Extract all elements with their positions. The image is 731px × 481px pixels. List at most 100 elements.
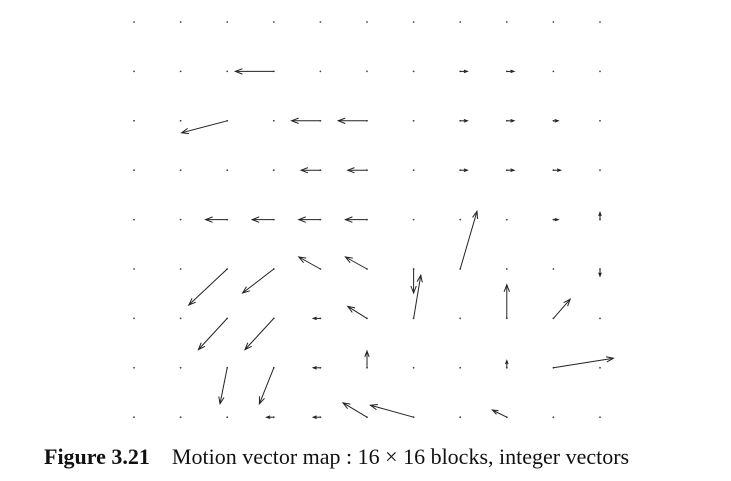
motion-vector-arrow — [553, 356, 615, 369]
motion-vector-arrow — [258, 367, 275, 406]
grid-dot — [133, 119, 135, 122]
motion-vector-arrow — [598, 269, 602, 278]
motion-vector-arrow — [344, 216, 367, 223]
grid-dot — [133, 268, 135, 270]
grid-dot — [599, 366, 601, 369]
motion-vector-arrow — [460, 69, 469, 74]
motion-vector-arrow — [250, 216, 274, 223]
motion-vector-arrow — [460, 119, 469, 123]
motion-vector-arrow — [187, 268, 228, 306]
motion-vector-arrow — [413, 273, 423, 319]
grid-dot — [272, 119, 275, 122]
grid-dot — [133, 218, 135, 221]
grid-dot — [133, 366, 135, 369]
grid-dot — [133, 21, 135, 23]
grid-dot — [552, 70, 555, 73]
motion-vector-arrow — [197, 318, 228, 351]
motion-vector-arrow — [234, 68, 274, 75]
grid-dot — [552, 268, 555, 270]
grid-dot — [412, 169, 415, 172]
grid-dot — [599, 169, 601, 172]
motion-vector-arrow — [553, 217, 560, 222]
grid-dot — [412, 119, 415, 122]
grid-dot — [505, 268, 508, 270]
grid-dot — [319, 21, 322, 23]
motion-vector-arrow — [506, 69, 516, 74]
motion-vector-arrow — [311, 415, 321, 419]
motion-vector-arrow — [311, 366, 321, 370]
grid-dot — [179, 366, 182, 369]
grid-dot — [505, 21, 508, 23]
grid-dot — [412, 70, 415, 73]
figure-label: Figure 3.21 — [44, 444, 150, 469]
grid-dot — [179, 317, 182, 320]
motion-vector-arrow — [204, 216, 228, 223]
grid-dot — [179, 21, 182, 23]
grid-dot — [599, 416, 601, 419]
grid-dot — [179, 218, 182, 221]
motion-vector-arrow — [503, 283, 510, 319]
grid-dot — [133, 317, 135, 320]
grid-dot — [226, 169, 229, 172]
motion-vector-arrow — [311, 316, 321, 321]
motion-vector-arrow — [364, 349, 370, 368]
motion-vector-arrow — [297, 256, 321, 270]
motion-vector-arrow — [299, 167, 321, 174]
grid-dot — [133, 169, 135, 172]
motion-vector-arrow — [341, 402, 368, 418]
grid-dot — [599, 70, 601, 73]
motion-vector-arrow — [505, 359, 509, 368]
motion-vector-arrow — [553, 119, 560, 123]
motion-vector-arrow — [290, 117, 321, 124]
grid-dot — [179, 119, 182, 122]
grid-dot — [552, 21, 555, 23]
motion-vector-arrow — [265, 415, 274, 419]
grid-dot — [226, 21, 229, 23]
motion-vector-arrow — [598, 210, 602, 220]
grid-dot — [505, 218, 508, 221]
grid-dot — [459, 366, 462, 369]
motion-vector-arrow — [553, 168, 563, 172]
motion-vector-arrow — [180, 120, 228, 135]
grid-dot — [412, 218, 415, 221]
motion-vector-arrow — [344, 256, 368, 270]
grid-dot — [412, 21, 415, 23]
grid-dot — [226, 416, 229, 419]
motion-vector-arrow — [297, 216, 321, 223]
grid-dot — [599, 119, 601, 122]
grid-dot — [179, 70, 182, 73]
motion-vector-arrow — [506, 119, 516, 123]
grid-dot — [179, 169, 182, 172]
grid-dot — [319, 70, 322, 73]
grid-dot — [226, 70, 229, 73]
motion-vector-arrow — [553, 298, 572, 319]
grid-dot — [552, 416, 555, 419]
grid-dot — [179, 268, 182, 270]
caption-text: Motion vector map : 16 × 16 blocks, inte… — [171, 444, 630, 469]
motion-vector-arrow — [336, 117, 367, 124]
motion-vector-arrow — [369, 404, 414, 418]
motion-vector-arrow — [218, 367, 228, 406]
motion-vector-arrow — [491, 409, 508, 418]
motion-vector-arrow — [506, 168, 516, 172]
grid-dot — [133, 416, 135, 419]
motion-vector-arrow — [410, 269, 417, 295]
grid-dot — [459, 21, 462, 23]
grid-dot — [599, 317, 601, 320]
grid-dot — [459, 218, 462, 221]
grid-dot — [272, 169, 275, 172]
grid-dot — [272, 21, 275, 23]
motion-vector-arrow — [241, 268, 275, 294]
motion-vector-arrow — [346, 305, 368, 319]
motion-vector-arrow — [346, 167, 367, 174]
motion-vectors — [180, 68, 615, 419]
grid-dot — [366, 70, 368, 73]
grid-dot — [459, 317, 462, 320]
motion-vector-arrow — [244, 318, 275, 351]
motion-vector-arrow — [459, 210, 479, 270]
grid-dot — [133, 70, 135, 73]
grid-dot — [459, 416, 462, 419]
grid-dot — [412, 366, 415, 369]
grid-dot — [366, 21, 368, 23]
